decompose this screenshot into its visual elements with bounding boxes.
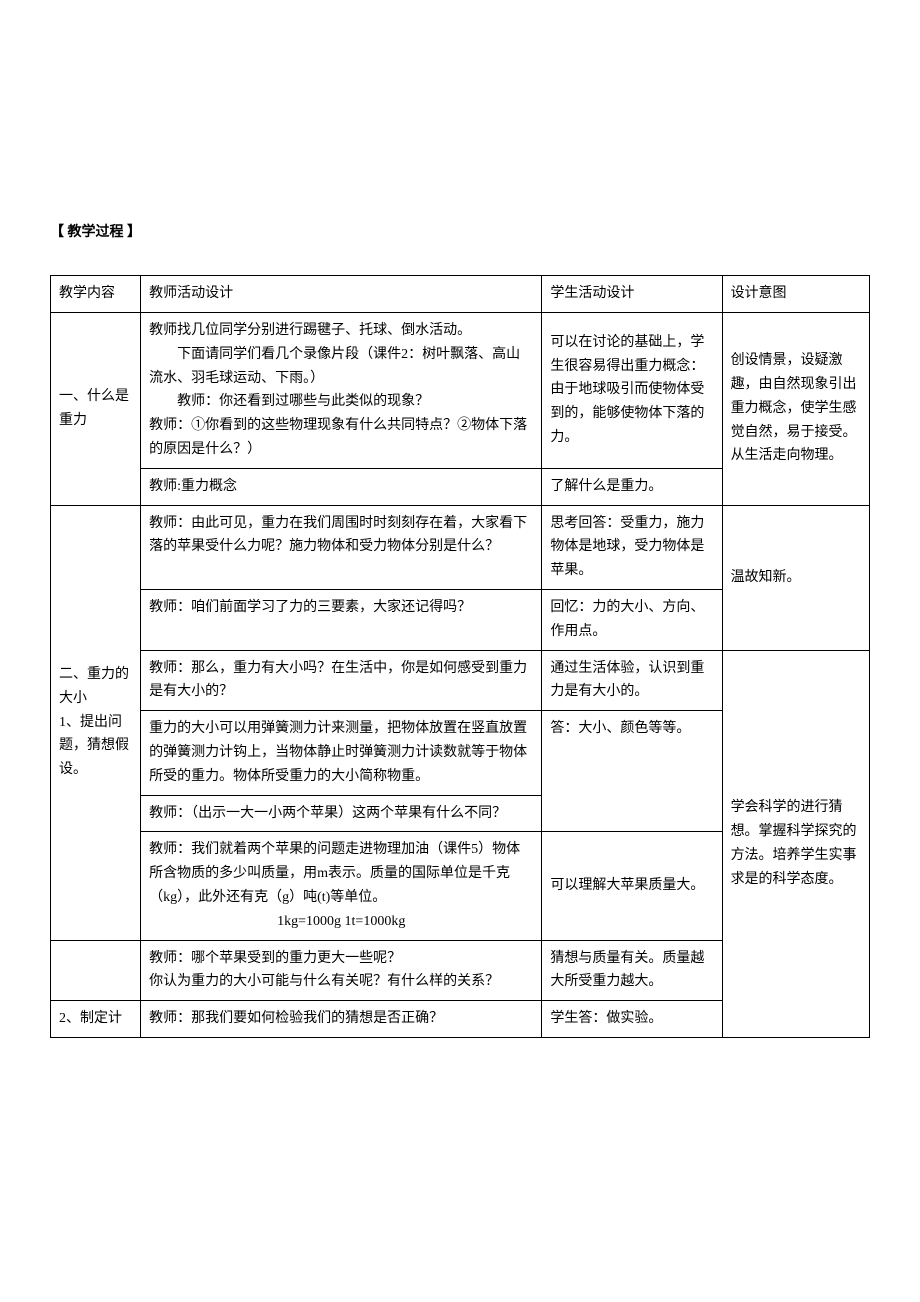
table-row: 二、重力的大小 1、提出问题，猜想假设。 教师：由此可见，重力在我们周围时时刻刻… — [51, 505, 870, 589]
student-cell: 答：大小、颜色等等。 — [542, 711, 722, 832]
student-cell: 了解什么是重力。 — [542, 468, 722, 505]
header-student: 学生活动设计 — [542, 276, 722, 313]
topic-cell: 一、什么是重力 — [51, 312, 141, 505]
student-cell: 可以理解大苹果质量大。 — [542, 832, 722, 940]
teacher-text: 教师：我们就着两个苹果的问题走进物理加油（课件5）物体所含物质的多少叫质量，用m… — [149, 838, 533, 909]
student-cell: 学生答：做实验。 — [542, 1001, 722, 1038]
intent-cell: 学会科学的进行猜想。掌握科学探究的方法。培养学生实事求是的科学态度。 — [722, 650, 869, 1037]
topic-cell: 二、重力的大小 1、提出问题，猜想假设。 — [51, 505, 141, 940]
topic-cell: 2、制定计 — [51, 1001, 141, 1038]
teaching-process-table: 教学内容 教师活动设计 学生活动设计 设计意图 一、什么是重力 教师找几位同学分… — [50, 275, 870, 1038]
teacher-cell: 重力的大小可以用弹簧测力计来测量，把物体放置在竖直放置的弹簧测力计钩上，当物体静… — [141, 711, 542, 795]
table-row: 一、什么是重力 教师找几位同学分别进行踢毽子、托球、倒水活动。 下面请同学们看几… — [51, 312, 870, 468]
student-cell: 可以在讨论的基础上，学生很容易得出重力概念：由于地球吸引而使物体受到的，能够使物… — [542, 312, 722, 468]
student-cell: 思考回答：受重力，施力物体是地球，受力物体是苹果。 — [542, 505, 722, 589]
teacher-cell: 教师：咱们前面学习了力的三要素，大家还记得吗？ — [141, 589, 542, 650]
intent-cell: 温故知新。 — [722, 505, 869, 650]
teacher-text: 教师：①你看到的这些物理现象有什么共同特点？②物体下落的原因是什么？） — [149, 414, 533, 462]
teacher-cell: 教师:重力概念 — [141, 468, 542, 505]
teacher-cell: 教师：（出示一大一小两个苹果）这两个苹果有什么不同？ — [141, 795, 542, 832]
teacher-cell: 教师：那我们要如何检验我们的猜想是否正确？ — [141, 1001, 542, 1038]
header-teacher: 教师活动设计 — [141, 276, 542, 313]
teacher-cell: 教师：那么，重力有大小吗？在生活中，你是如何感受到重力是有大小的？ — [141, 650, 542, 711]
student-cell: 回忆：力的大小、方向、作用点。 — [542, 589, 722, 650]
teacher-cell: 教师：哪个苹果受到的重力更大一些呢？ 你认为重力的大小可能与什么有关呢？有什么样… — [141, 940, 542, 1001]
topic-cell — [51, 940, 141, 1001]
student-cell: 猜想与质量有关。质量越大所受重力越大。 — [542, 940, 722, 1001]
teacher-cell: 教师：由此可见，重力在我们周围时时刻刻存在着，大家看下落的苹果受什么力呢？施力物… — [141, 505, 542, 589]
teacher-text: 1kg=1000g 1t=1000kg — [149, 910, 533, 934]
section-title: 【 教学过程 】 — [50, 220, 870, 245]
teacher-cell: 教师：我们就着两个苹果的问题走进物理加油（课件5）物体所含物质的多少叫质量，用m… — [141, 832, 542, 940]
table-row: 教师：那么，重力有大小吗？在生活中，你是如何感受到重力是有大小的？ 通过生活体验… — [51, 650, 870, 711]
header-content: 教学内容 — [51, 276, 141, 313]
teacher-cell: 教师找几位同学分别进行踢毽子、托球、倒水活动。 下面请同学们看几个录像片段（课件… — [141, 312, 542, 468]
teacher-text: 下面请同学们看几个录像片段（课件2：树叶飘落、高山流水、羽毛球运动、下雨。） — [149, 343, 533, 391]
header-intent: 设计意图 — [722, 276, 869, 313]
table-header-row: 教学内容 教师活动设计 学生活动设计 设计意图 — [51, 276, 870, 313]
teacher-text: 教师找几位同学分别进行踢毽子、托球、倒水活动。 — [149, 319, 533, 343]
teacher-text: 教师：你还看到过哪些与此类似的现象？ — [149, 390, 533, 414]
student-cell: 通过生活体验，认识到重力是有大小的。 — [542, 650, 722, 711]
intent-cell: 创设情景，设疑激趣，由自然现象引出重力概念，使学生感觉自然，易于接受。从生活走向… — [722, 312, 869, 505]
